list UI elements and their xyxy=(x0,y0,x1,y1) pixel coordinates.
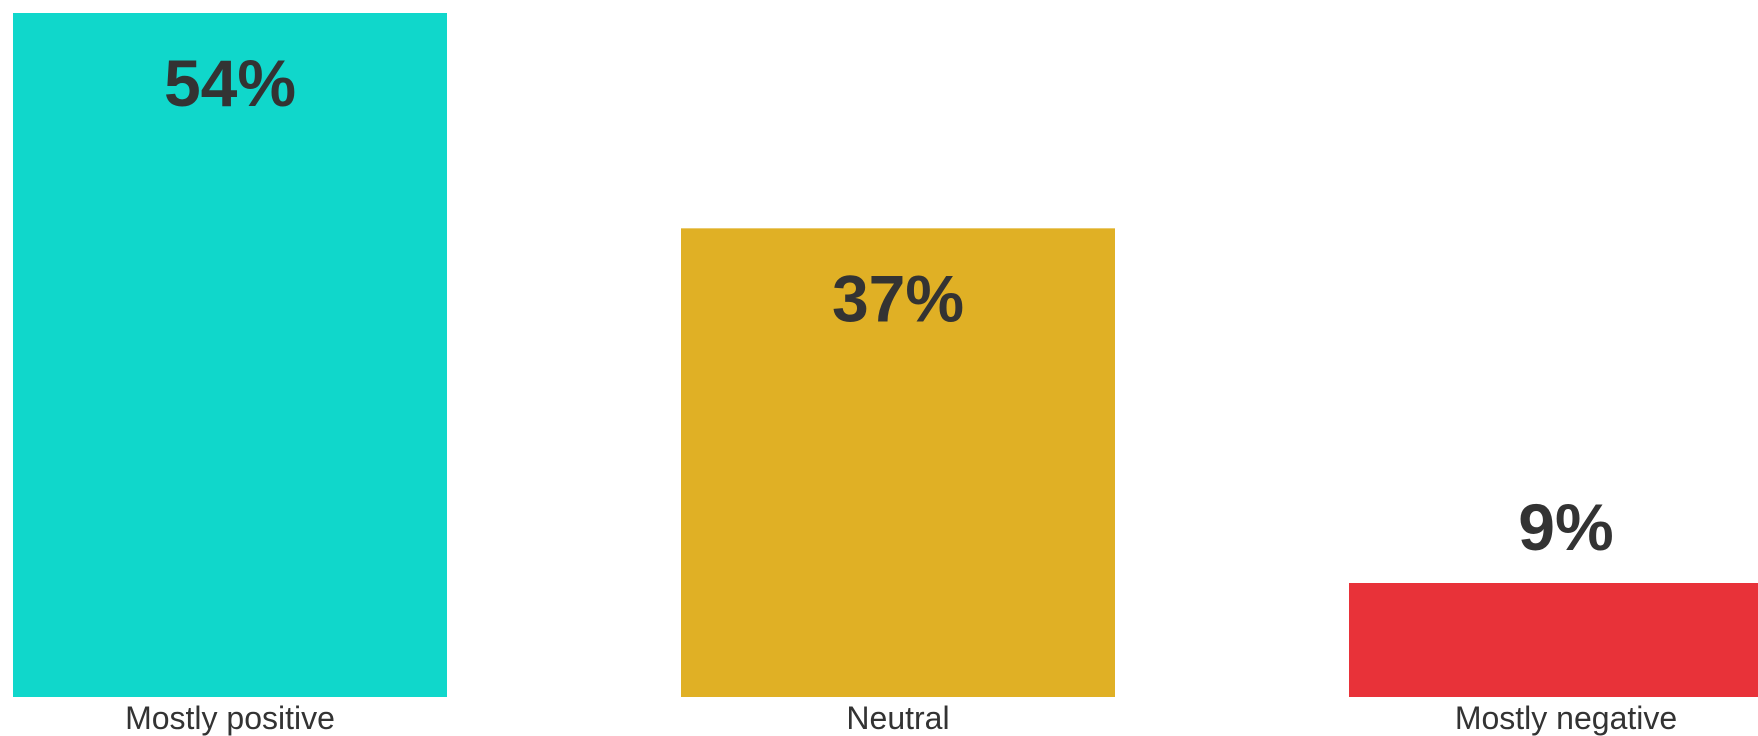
value-label-mostly-negative: 9% xyxy=(1518,490,1613,564)
value-label-neutral: 37% xyxy=(832,261,964,335)
bars xyxy=(13,13,1758,698)
value-labels: 54% 37% 9% xyxy=(164,46,1614,564)
category-label-mostly-positive: Mostly positive xyxy=(125,700,335,736)
bar-neutral xyxy=(681,228,1115,698)
category-label-mostly-negative: Mostly negative xyxy=(1455,700,1677,736)
value-label-mostly-positive: 54% xyxy=(164,46,296,120)
bar-mostly-negative xyxy=(1349,583,1758,697)
category-label-neutral: Neutral xyxy=(846,700,949,736)
bar-mostly-positive xyxy=(13,13,447,697)
category-labels: Mostly positive Neutral Mostly negative xyxy=(125,700,1677,736)
